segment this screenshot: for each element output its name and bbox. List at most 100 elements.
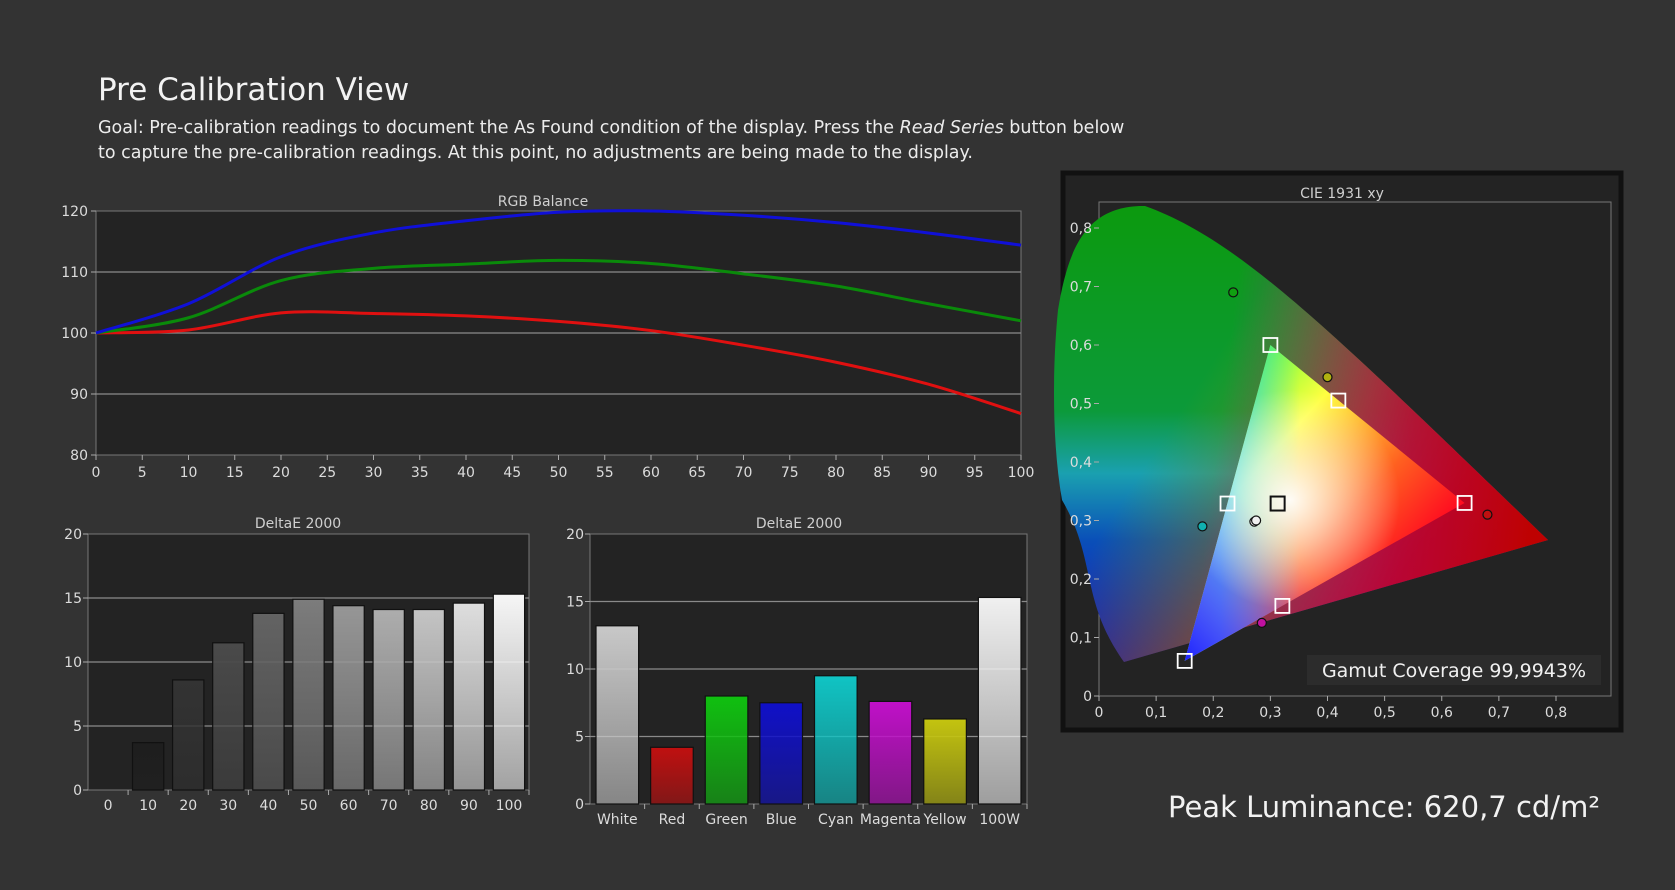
gray-xtick-label: 90: [460, 798, 478, 814]
rgb-ytick-label: 100: [61, 326, 88, 342]
gray-ytick-label: 0: [73, 783, 82, 799]
color-bar: [923, 718, 967, 805]
cie-target-square: [1269, 495, 1286, 512]
rgb-xtick-label: 50: [550, 465, 568, 481]
color-xtick-label: Green: [705, 812, 747, 828]
cie-target-square: [1262, 337, 1279, 353]
rgb-xtick-label: 45: [503, 465, 521, 481]
rgb-balance-chart: RGB Balance 80 90 100 110 120 0 5 10 15 20 25 30 35…: [61, 194, 1034, 481]
cie-ytick-label: 0: [1083, 689, 1092, 705]
goal-text-suffix: button below to capture the pre-calibrat…: [98, 118, 1125, 163]
rgb-ytick-label: 110: [61, 265, 88, 281]
color-bar: [759, 702, 804, 805]
rgb-xtick-label: 15: [226, 465, 244, 481]
gray-bar: [372, 608, 405, 791]
color-xtick-label: Magenta: [860, 812, 921, 828]
gray-xtick-label: 50: [300, 798, 318, 814]
rgb-xtick-label: 60: [642, 465, 660, 481]
read-series-emphasis: Read Series: [899, 118, 1004, 138]
rgb-xtick-label: 70: [735, 465, 753, 481]
cie-xtick-label: 0,2: [1202, 705, 1224, 721]
cie-xtick-label: 0,1: [1145, 705, 1167, 721]
gray-xtick-label: 40: [259, 798, 277, 814]
gray-bar: [252, 612, 285, 791]
cie-xtick-label: 0: [1095, 705, 1104, 721]
cie-measured-point: [1197, 521, 1208, 532]
cie-xtick-label: 0,3: [1259, 705, 1281, 721]
peak-luminance: Peak Luminance: 620,7 cd/m²: [1168, 790, 1600, 824]
rgb-series-line-0: [95, 310, 1022, 415]
cie-title: CIE 1931 xy: [1300, 186, 1384, 202]
gray-bar: [332, 605, 365, 791]
color-bar: [650, 746, 694, 805]
peak-luminance-label: Peak Luminance:: [1168, 790, 1415, 824]
rgb-chart-title: RGB Balance: [498, 194, 588, 210]
gamut-coverage-label: Gamut Coverage 99,9943%: [1322, 660, 1586, 682]
gray-ytick-label: 10: [64, 655, 82, 671]
rgb-xtick-label: 5: [138, 465, 147, 481]
cie-target-square: [1330, 392, 1347, 409]
rgb-series-line-1: [95, 258, 1022, 335]
gray-xtick-label: 30: [219, 798, 237, 814]
rgb-xtick-label: 80: [827, 465, 845, 481]
cie-ytick-label: 0,5: [1070, 397, 1092, 413]
cie-ytick-label: 0,4: [1070, 455, 1092, 471]
color-xtick-label: 100W: [979, 812, 1020, 828]
gray-xtick-label: 10: [139, 798, 157, 814]
cie-xtick-label: 0,7: [1488, 705, 1510, 721]
rgb-ytick-label: 90: [70, 387, 88, 403]
rgb-ytick-label: 120: [61, 204, 88, 220]
color-xtick-label: White: [597, 812, 638, 828]
color-xtick-label: Blue: [766, 812, 797, 828]
rgb-xtick-label: 0: [92, 465, 101, 481]
gray-ytick-label: 20: [64, 527, 82, 543]
gray-xtick-label: 0: [104, 798, 113, 814]
cie-measured-point: [1482, 509, 1493, 520]
color-xtick-label: Yellow: [923, 812, 967, 828]
cie-xtick-label: 0,6: [1431, 705, 1453, 721]
color-ytick-label: 10: [566, 662, 584, 678]
rgb-xtick-label: 85: [873, 465, 891, 481]
color-bar: [595, 625, 640, 805]
rgb-xtick-label: 40: [457, 465, 475, 481]
color-bar: [868, 700, 913, 805]
rgb-xtick-label: 20: [272, 465, 290, 481]
gray-xtick-label: 70: [380, 798, 398, 814]
gray-ytick-label: 15: [64, 591, 82, 607]
gray-bar: [412, 608, 446, 791]
rgb-series-line-2: [95, 209, 1022, 335]
cie-measured-point: [1250, 515, 1262, 526]
color-xtick-label: Cyan: [818, 812, 854, 828]
cie-ytick-label: 0,6: [1070, 338, 1092, 354]
page-title: Pre Calibration View: [98, 72, 410, 108]
rgb-xtick-label: 65: [688, 465, 706, 481]
gray-ytick-label: 5: [73, 719, 82, 735]
gray-xtick-label: 60: [340, 798, 358, 814]
cie-chart: CIE 1931 xy 0 0,1 0,2 0,3 0,4 0,5 0,6 0,7 0,8 0 0…: [1054, 170, 1624, 733]
cie-gamut-triangle: [1184, 345, 1465, 661]
goal-text-prefix: Goal: Pre-calibration readings to docume…: [98, 118, 900, 138]
cie-ytick-label: 0,3: [1070, 514, 1092, 530]
rgb-xtick-label: 35: [411, 465, 429, 481]
cie-ytick-label: 0,7: [1070, 280, 1092, 296]
rgb-xtick-label: 30: [365, 465, 383, 481]
color-ytick-label: 5: [575, 730, 584, 746]
cie-xtick-label: 0,4: [1316, 705, 1338, 721]
cie-target-square: [1176, 653, 1193, 669]
color-ytick-label: 15: [566, 595, 584, 611]
cie-ytick-label: 0,1: [1070, 631, 1092, 647]
gray-bar: [212, 642, 245, 791]
rgb-xtick-label: 75: [781, 465, 799, 481]
gray-bar: [131, 742, 165, 791]
rgb-xtick-label: 10: [180, 465, 198, 481]
rgb-xtick-label: 100: [1008, 465, 1035, 481]
gray-bar: [452, 602, 486, 791]
rgb-xtick-label: 55: [596, 465, 614, 481]
rgb-xtick-label: 90: [920, 465, 938, 481]
page-description: Goal: Pre-calibration readings to docume…: [98, 116, 1128, 166]
gray-xtick-label: 20: [179, 798, 197, 814]
deltae-grayscale-chart: DeltaE 2000 0 5 10 15 20 0 10 20 30 40 50 60 70 80 90…: [64, 516, 530, 814]
cie-xtick-label: 0,8: [1545, 705, 1567, 721]
color-xtick-label: Red: [659, 812, 686, 828]
